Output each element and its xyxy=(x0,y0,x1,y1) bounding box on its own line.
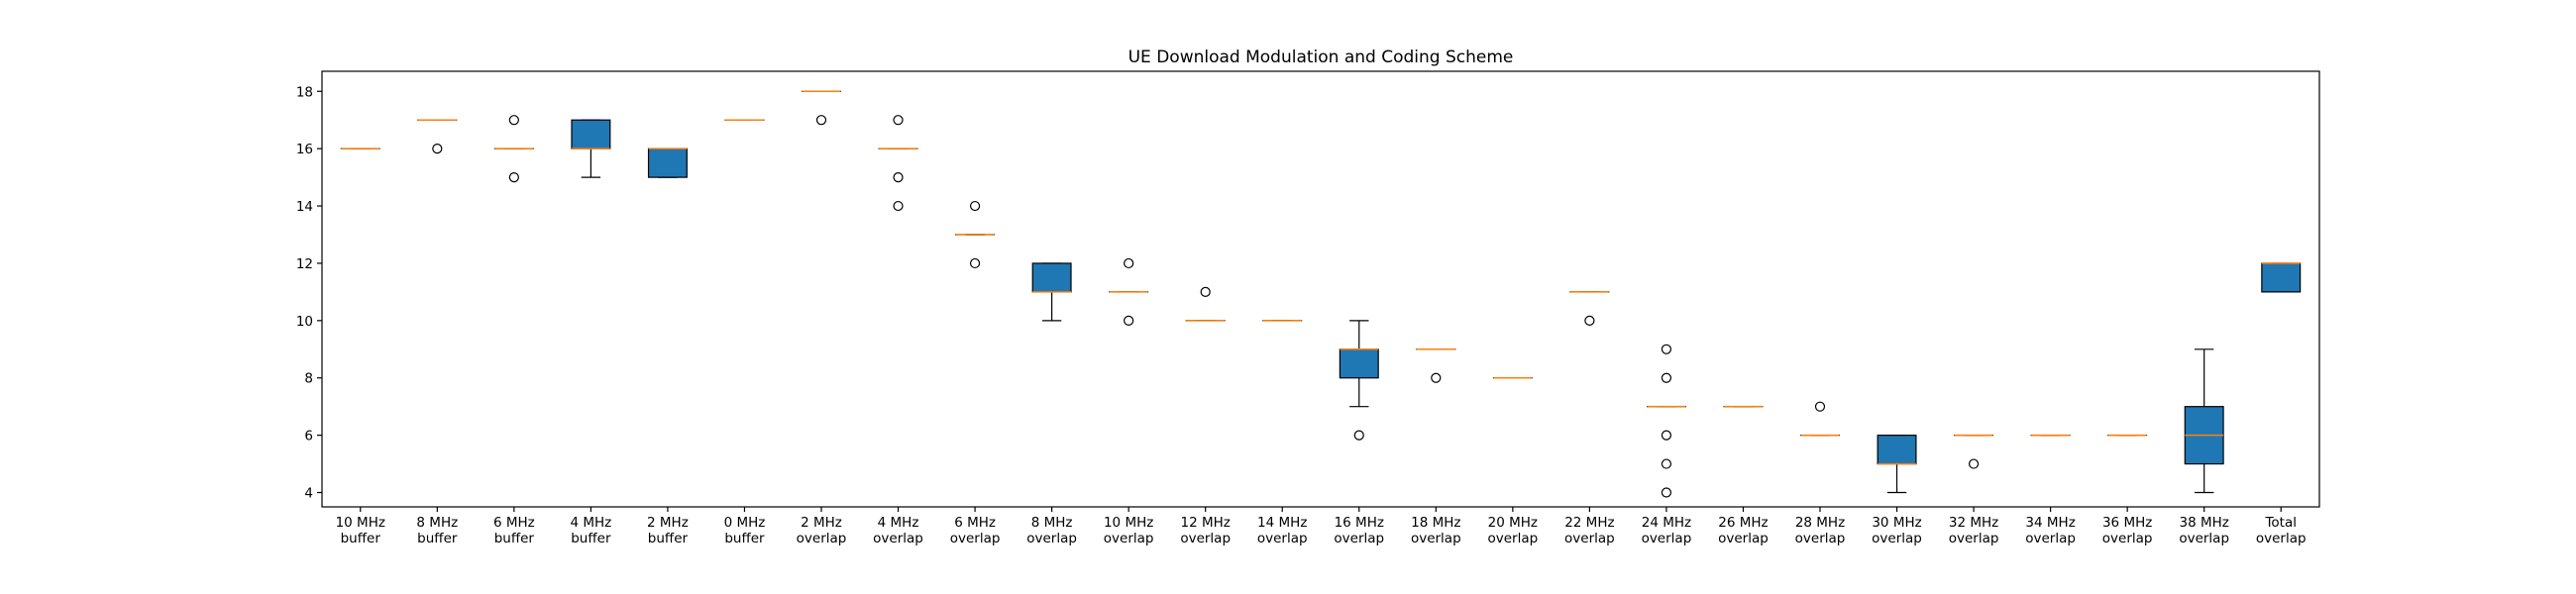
x-tick-label: 2 MHz buffer xyxy=(647,515,689,546)
x-tick-label: 4 MHz buffer xyxy=(571,515,612,546)
box-group xyxy=(2261,262,2302,293)
x-tick-label: 8 MHz overlap xyxy=(1026,515,1077,546)
x-tick-label: 16 MHz overlap xyxy=(1334,515,1384,546)
box-group xyxy=(2184,348,2224,494)
x-tick-label: 32 MHz overlap xyxy=(1949,515,1999,546)
x-tick-label: 18 MHz overlap xyxy=(1411,515,1461,546)
outlier-point xyxy=(1124,315,1134,326)
x-tick-label: 4 MHz overlap xyxy=(873,515,923,546)
outlier-point xyxy=(1124,257,1134,269)
outlier-point xyxy=(1661,430,1672,441)
box-group xyxy=(1954,434,1994,469)
outlier-point xyxy=(1200,286,1211,297)
x-tick-label: 20 MHz overlap xyxy=(1487,515,1538,546)
box-group xyxy=(1339,320,1379,441)
outlier-point xyxy=(815,115,827,126)
outlier-point xyxy=(893,172,904,183)
outlier-point xyxy=(1814,401,1826,412)
y-tick-label: 4 xyxy=(304,486,313,502)
x-axis: 10 MHz buffer 8 MHz buffer 6 MHz buffer 4 MHz b… xyxy=(336,507,2307,546)
x-tick-label: 12 MHz overlap xyxy=(1180,515,1231,546)
x-tick-label: 10 MHz buffer xyxy=(336,515,385,546)
box-group xyxy=(1185,286,1226,322)
x-tick-label: Total overlap xyxy=(2256,515,2307,546)
box xyxy=(647,148,688,178)
box-group xyxy=(1877,435,1917,494)
box-group xyxy=(1416,348,1456,383)
box xyxy=(1877,435,1917,465)
box-group xyxy=(1569,291,1610,326)
y-tick-label: 14 xyxy=(296,199,313,215)
x-tick-label: 38 MHz overlap xyxy=(2179,515,2229,546)
box xyxy=(2261,262,2302,293)
y-tick-label: 18 xyxy=(296,84,313,100)
outlier-point xyxy=(893,200,904,212)
plot-frame xyxy=(321,70,2320,508)
box xyxy=(571,119,611,149)
y-tick-label: 10 xyxy=(296,314,313,330)
x-tick-label: 0 MHz buffer xyxy=(724,515,766,546)
x-tick-label: 30 MHz overlap xyxy=(1872,515,1922,546)
box-group xyxy=(878,115,918,212)
outlier-point xyxy=(1968,458,1980,469)
x-tick-label: 8 MHz buffer xyxy=(416,515,458,546)
box-group xyxy=(647,148,688,178)
outlier-point xyxy=(1661,344,1672,354)
outlier-point xyxy=(893,115,904,126)
box-group xyxy=(1109,257,1149,326)
x-tick-label: 24 MHz overlap xyxy=(1642,515,1692,546)
outlier-point xyxy=(508,115,519,126)
x-tick-label: 28 MHz overlap xyxy=(1795,515,1846,546)
box-group xyxy=(1646,344,1686,498)
y-tick-label: 8 xyxy=(304,371,313,387)
x-tick-label: 26 MHz overlap xyxy=(1718,515,1769,546)
outlier-point xyxy=(1431,372,1442,383)
box xyxy=(1339,348,1379,379)
outlier-point xyxy=(1661,487,1672,498)
y-tick-label: 16 xyxy=(296,142,313,157)
box-group xyxy=(417,119,458,154)
x-tick-label: 36 MHz overlap xyxy=(2102,515,2153,546)
x-tick-label: 10 MHz overlap xyxy=(1104,515,1154,546)
box-group xyxy=(571,119,611,178)
y-tick-label: 12 xyxy=(296,256,313,272)
box-group xyxy=(955,200,996,269)
outlier-point xyxy=(1584,315,1595,326)
outlier-point xyxy=(969,200,981,212)
outlier-point xyxy=(1661,458,1672,469)
x-tick-label: 6 MHz overlap xyxy=(950,515,1001,546)
x-tick-label: 14 MHz overlap xyxy=(1257,515,1308,546)
outlier-point xyxy=(432,144,443,154)
outlier-point xyxy=(1661,372,1672,383)
x-tick-label: 34 MHz overlap xyxy=(2025,515,2076,546)
box-group xyxy=(802,90,841,126)
outlier-point xyxy=(1353,430,1364,441)
outlier-point xyxy=(508,172,519,183)
y-tick-label: 6 xyxy=(304,429,313,445)
y-axis: 4 6 8 10 12 14 16 18 xyxy=(296,84,322,502)
box-group xyxy=(1031,262,1072,322)
outlier-point xyxy=(969,257,981,269)
box-group xyxy=(1800,401,1840,437)
x-tick-label: 2 MHz overlap xyxy=(797,515,847,546)
box-series xyxy=(340,90,2302,498)
box xyxy=(1031,262,1072,293)
x-tick-label: 6 MHz buffer xyxy=(493,515,535,546)
chart-title: UE Download Modulation and Coding Scheme xyxy=(1128,48,1514,67)
x-tick-label: 22 MHz overlap xyxy=(1564,515,1615,546)
box-group xyxy=(493,115,534,183)
